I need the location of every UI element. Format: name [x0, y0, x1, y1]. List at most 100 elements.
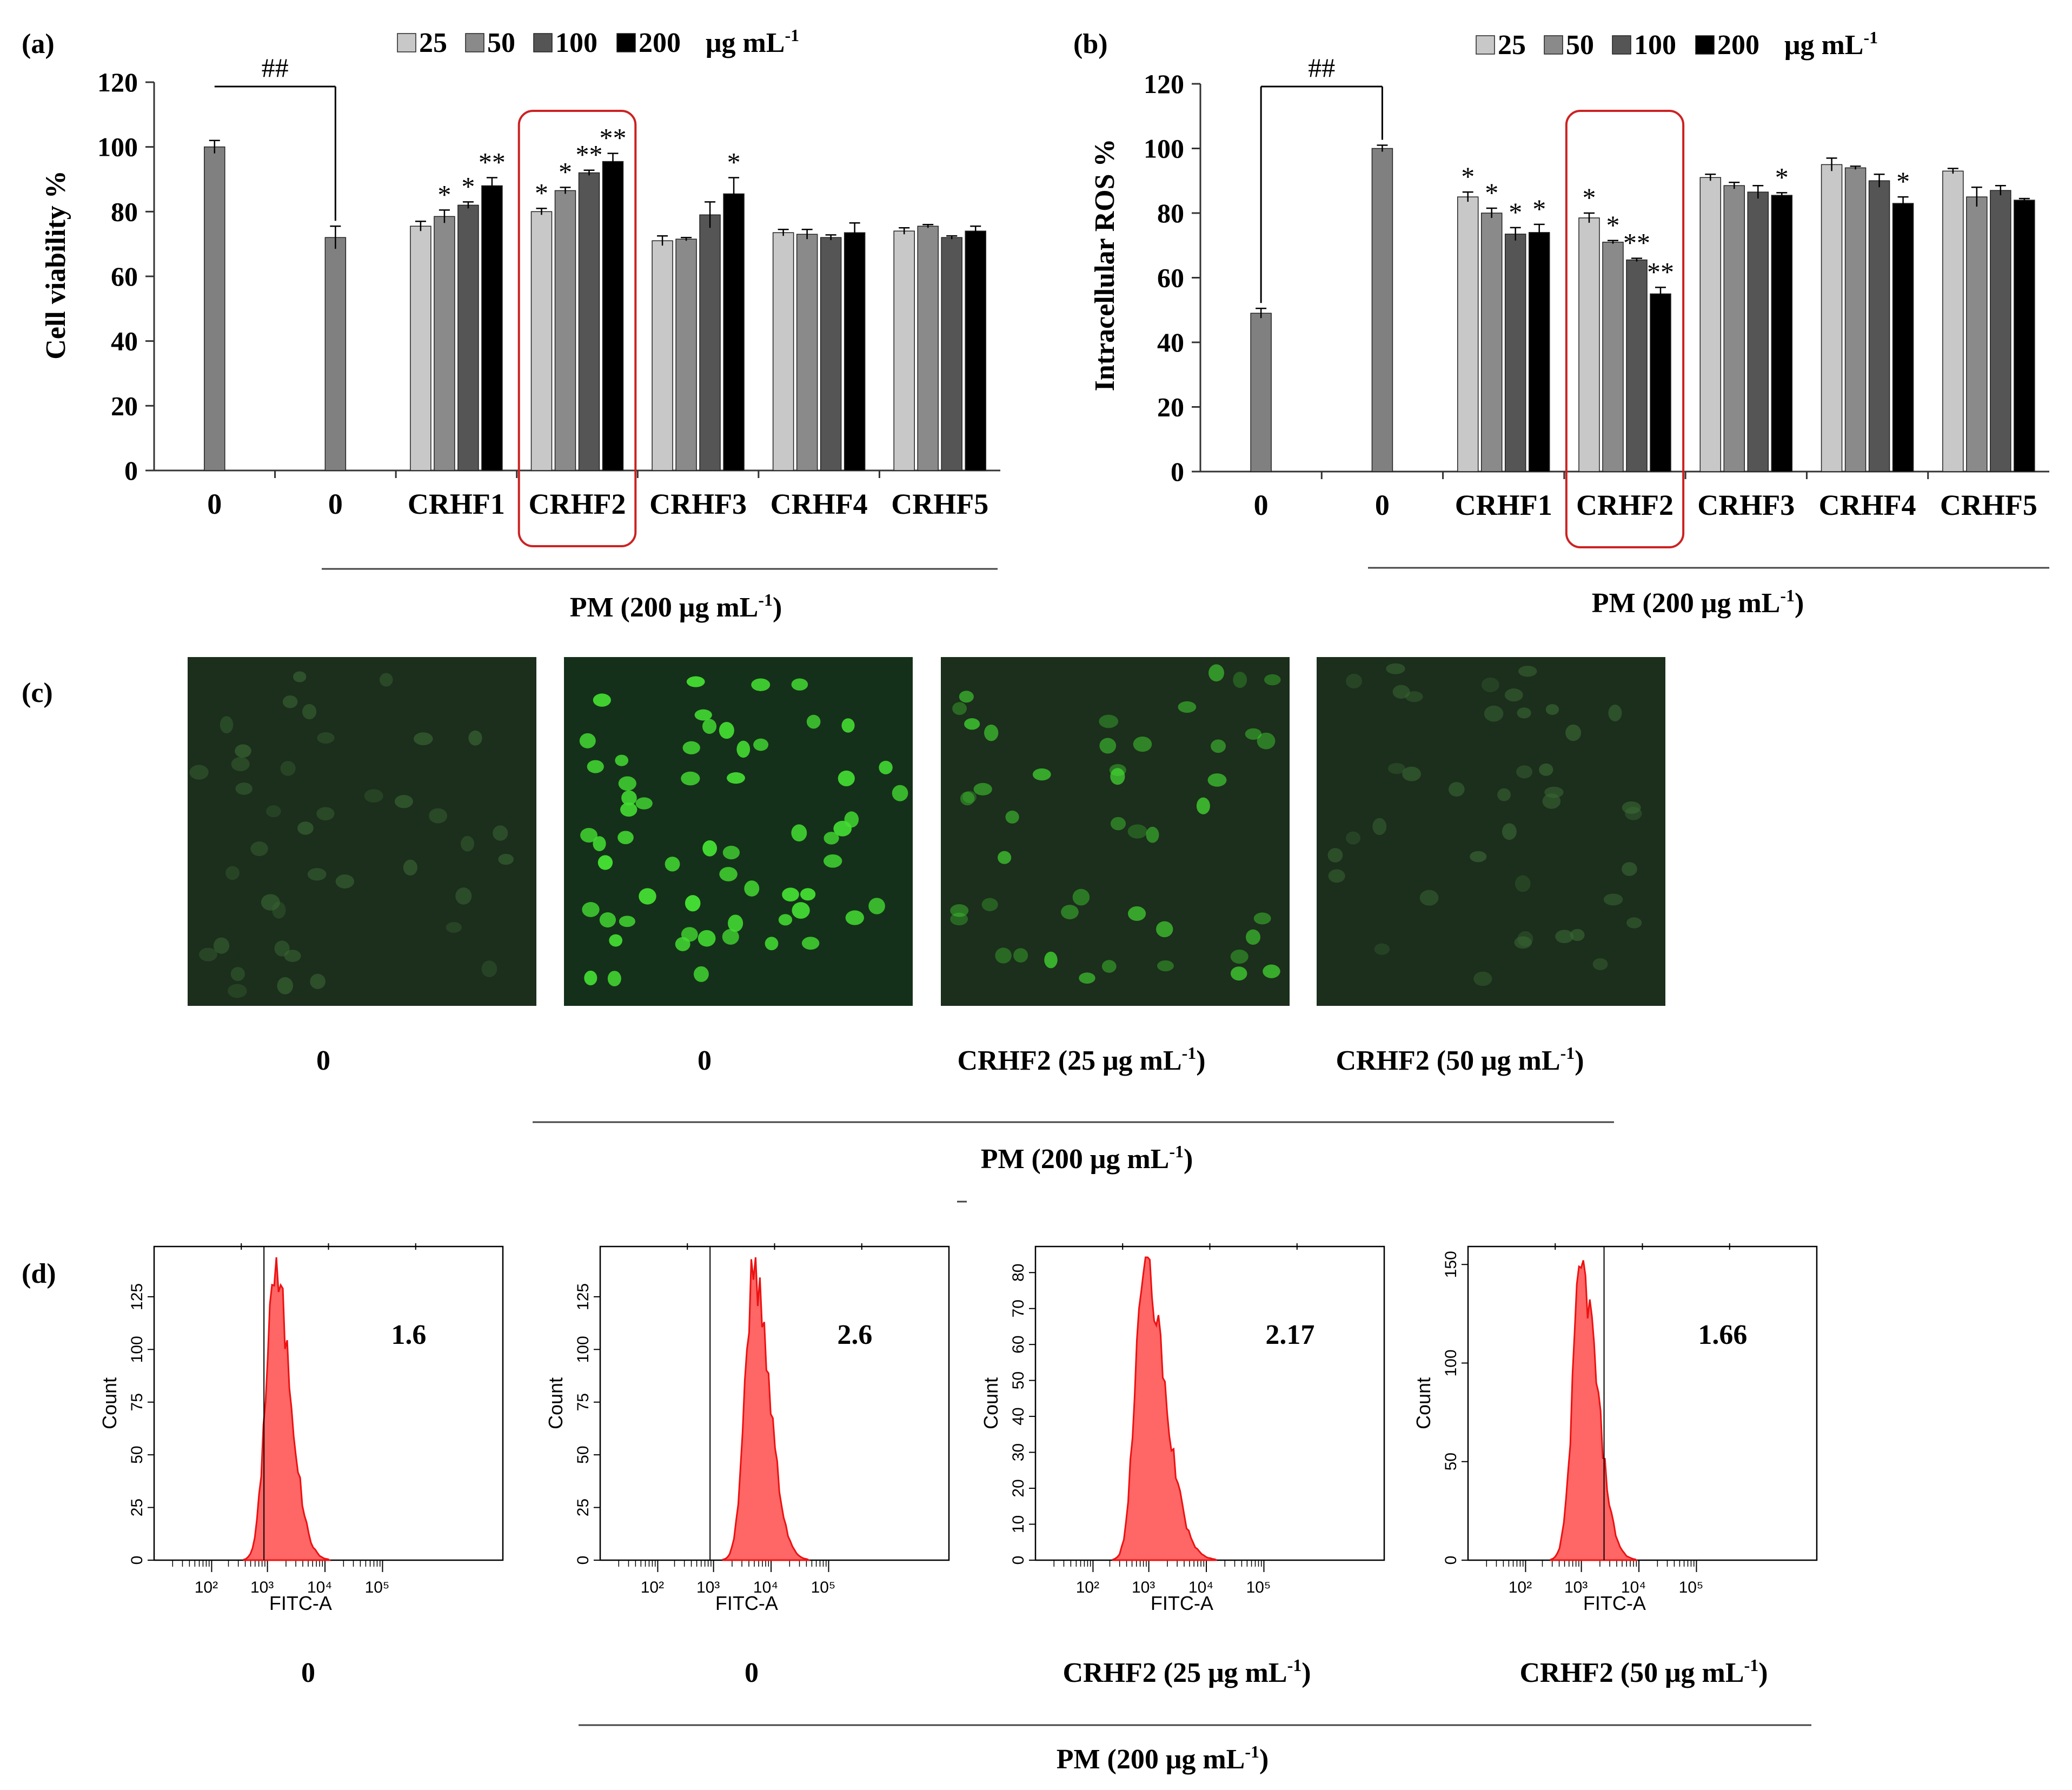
cell-dot — [1328, 869, 1345, 883]
cell-dot — [998, 851, 1012, 864]
significance-hash: ## — [1308, 52, 1335, 83]
bar — [457, 204, 479, 471]
cell-dot — [719, 721, 734, 739]
cell-dot — [1539, 763, 1553, 776]
cell-dot — [1127, 824, 1147, 839]
cell-dot — [274, 940, 290, 957]
cell-dot — [728, 914, 743, 932]
cell-dot — [609, 934, 623, 947]
cell-dot — [617, 831, 634, 845]
y-tick-label: 150 — [1442, 1251, 1460, 1278]
cell-dot — [727, 772, 745, 784]
cell-dot — [686, 676, 705, 687]
y-axis-label: Count — [980, 1377, 1002, 1429]
y-tick-label: 50 — [1442, 1453, 1460, 1470]
panel-b-x-labels: 0 0 CRHF1 CRHF2 CRHF3 CRHF4 CRHF5 — [1254, 110, 2037, 548]
legend-swatch — [1476, 35, 1495, 55]
bar — [1844, 167, 1867, 472]
cell-dot — [198, 947, 217, 962]
cell-dot — [1133, 736, 1152, 752]
bar — [204, 146, 225, 471]
bar — [1747, 191, 1769, 472]
image-caption: CRHF2 (50 μg mL-1) — [1336, 1043, 1584, 1076]
cell-dot — [293, 671, 307, 682]
x-axis-label: FITC-A — [269, 1592, 332, 1614]
x-category-label: CRHF4 — [771, 488, 868, 520]
bar — [772, 232, 794, 471]
y-tick-label: 100 — [574, 1336, 592, 1363]
cell-dot — [1517, 931, 1533, 947]
significance-mark: * — [1509, 197, 1522, 227]
cell-dot — [621, 790, 637, 806]
cell-dot — [639, 888, 656, 905]
significance-mark: ** — [1647, 256, 1674, 287]
legend-swatch — [1695, 35, 1715, 55]
cell-dot — [995, 947, 1012, 964]
cell-dot — [1264, 674, 1281, 686]
cell-dot — [593, 693, 611, 707]
cell-dot — [682, 741, 700, 754]
x-category-label: CRHF3 — [1697, 489, 1795, 521]
bar — [1480, 213, 1503, 472]
panel-b-axes: 0 20 40 60 80 100 120 — [1144, 69, 2049, 487]
x-tick-label: 10³ — [1132, 1579, 1155, 1596]
cell-dot — [235, 783, 253, 795]
cell-dot — [719, 867, 738, 881]
cell-dot — [584, 970, 597, 985]
y-tick-label: 120 — [97, 67, 138, 97]
cell-dot — [1257, 732, 1276, 750]
bar — [410, 226, 431, 471]
cell-dot — [698, 930, 716, 947]
x-category-label: CRHF1 — [408, 488, 505, 520]
legend-label: 100 — [555, 28, 597, 58]
cell-dot — [1155, 921, 1173, 938]
bar — [1892, 203, 1914, 472]
x-category-label: CRHF3 — [649, 488, 747, 520]
legend-swatch — [616, 33, 636, 52]
x-category-label: 0 — [207, 488, 222, 520]
panel-c-image-row — [188, 657, 1665, 1006]
cell-dot — [1245, 728, 1262, 740]
cell-dot — [620, 802, 637, 817]
cell-dot — [280, 761, 296, 776]
y-tick-label: 125 — [128, 1283, 146, 1310]
legend-label: 25 — [1498, 30, 1526, 61]
bar — [481, 185, 503, 471]
cell-dot — [1515, 875, 1531, 892]
cell-dot — [736, 740, 751, 758]
y-tick-label: 75 — [574, 1393, 592, 1411]
bar — [578, 172, 600, 471]
bar — [1966, 196, 1988, 472]
cell-dot — [1419, 890, 1439, 906]
cell-dot — [607, 971, 621, 986]
fluorescence-image — [941, 657, 1290, 1006]
cell-dot — [1372, 818, 1387, 836]
cell-dot — [599, 912, 616, 928]
significance-mark: * — [535, 177, 548, 208]
cell-dot — [1032, 768, 1051, 781]
cell-dot — [950, 912, 968, 926]
cell-dot — [1230, 966, 1247, 981]
y-tick-label: 80 — [1010, 1264, 1027, 1282]
x-tick-label: 10² — [1509, 1579, 1532, 1596]
bar — [434, 216, 455, 471]
cell-dot — [1196, 797, 1210, 814]
cell-dot — [1079, 972, 1095, 984]
histogram-caption: CRHF2 (50 μg mL-1) — [1519, 1655, 1768, 1688]
panel-a-bar-chart: (a) 25 50 100 200 μg mL-1 Cell viability % 0… — [22, 25, 1000, 623]
cell-dot — [1345, 831, 1361, 845]
cell-dot — [984, 724, 999, 741]
x-tick-label: 10² — [1076, 1579, 1099, 1596]
x-tick-label: 10³ — [696, 1579, 720, 1596]
highlight-box — [517, 110, 637, 547]
legend-swatch — [1544, 35, 1563, 55]
cell-dot — [1327, 848, 1343, 863]
panel-d-captions: 0 0 CRHF2 (25 μg mL-1) CRHF2 (50 μg mL-1) — [301, 1655, 1768, 1688]
x-tick-label: 10³ — [250, 1579, 274, 1596]
bar — [893, 230, 915, 471]
legend-label: 200 — [1717, 30, 1759, 61]
y-tick-label: 0 — [1442, 1556, 1460, 1565]
significance-mark: ** — [1623, 228, 1650, 258]
cell-dot — [403, 859, 417, 876]
bar — [1942, 170, 1964, 472]
